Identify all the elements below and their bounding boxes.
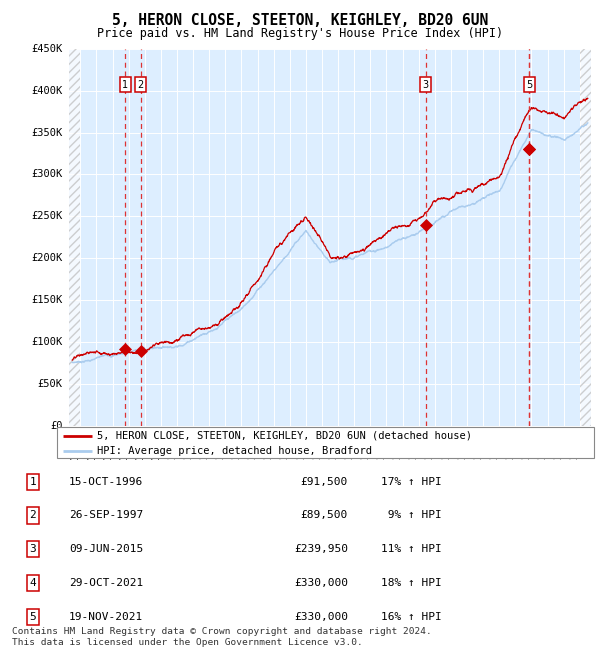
Text: 11% ↑ HPI: 11% ↑ HPI [381, 544, 442, 554]
Text: 1995: 1995 [86, 436, 97, 459]
Text: 2013: 2013 [376, 436, 386, 459]
FancyBboxPatch shape [57, 427, 594, 458]
Text: 5, HERON CLOSE, STEETON, KEIGHLEY, BD20 6UN (detached house): 5, HERON CLOSE, STEETON, KEIGHLEY, BD20 … [97, 431, 472, 441]
Text: 2025: 2025 [570, 436, 580, 459]
Text: 2004: 2004 [232, 436, 241, 459]
Text: 1997: 1997 [119, 436, 128, 459]
Text: 2007: 2007 [280, 436, 290, 459]
Text: £50K: £50K [38, 379, 63, 389]
Text: £330,000: £330,000 [294, 612, 348, 622]
Text: £91,500: £91,500 [301, 476, 348, 487]
Text: 29-OCT-2021: 29-OCT-2021 [69, 578, 143, 588]
Text: 17% ↑ HPI: 17% ↑ HPI [381, 476, 442, 487]
Text: 18% ↑ HPI: 18% ↑ HPI [381, 578, 442, 588]
Text: 19-NOV-2021: 19-NOV-2021 [69, 612, 143, 622]
Text: 2011: 2011 [344, 436, 354, 459]
Text: 2008: 2008 [296, 436, 306, 459]
Text: 2000: 2000 [167, 436, 177, 459]
Text: 5, HERON CLOSE, STEETON, KEIGHLEY, BD20 6UN: 5, HERON CLOSE, STEETON, KEIGHLEY, BD20 … [112, 13, 488, 28]
Text: Price paid vs. HM Land Registry's House Price Index (HPI): Price paid vs. HM Land Registry's House … [97, 27, 503, 40]
Text: 2: 2 [137, 79, 143, 90]
Text: £0: £0 [50, 421, 63, 431]
Text: 2006: 2006 [263, 436, 274, 459]
Text: 3: 3 [29, 544, 37, 554]
Text: 2002: 2002 [199, 436, 209, 459]
Text: £150K: £150K [31, 295, 63, 305]
Text: 2017: 2017 [441, 436, 451, 459]
Text: £450K: £450K [31, 44, 63, 54]
Text: £239,950: £239,950 [294, 544, 348, 554]
Text: 2003: 2003 [215, 436, 225, 459]
Text: 2018: 2018 [457, 436, 467, 459]
Text: 5: 5 [29, 612, 37, 622]
Text: 9% ↑ HPI: 9% ↑ HPI [381, 510, 442, 521]
Text: 16% ↑ HPI: 16% ↑ HPI [381, 612, 442, 622]
Text: 2016: 2016 [425, 436, 435, 459]
Text: Contains HM Land Registry data © Crown copyright and database right 2024.: Contains HM Land Registry data © Crown c… [12, 627, 432, 636]
Text: 26-SEP-1997: 26-SEP-1997 [69, 510, 143, 521]
Bar [69, 49, 80, 426]
Text: £350K: £350K [31, 127, 63, 138]
Text: 4: 4 [29, 578, 37, 588]
Text: 3: 3 [422, 79, 429, 90]
Text: 1: 1 [29, 476, 37, 487]
Text: 2023: 2023 [538, 436, 548, 459]
Text: This data is licensed under the Open Government Licence v3.0.: This data is licensed under the Open Gov… [12, 638, 363, 647]
Bar [580, 49, 591, 426]
Text: 15-OCT-1996: 15-OCT-1996 [69, 476, 143, 487]
Text: 2021: 2021 [505, 436, 515, 459]
Text: £300K: £300K [31, 170, 63, 179]
Text: 2014: 2014 [392, 436, 403, 459]
Text: 2: 2 [29, 510, 37, 521]
Text: 2015: 2015 [409, 436, 419, 459]
Text: £89,500: £89,500 [301, 510, 348, 521]
Text: £250K: £250K [31, 211, 63, 221]
Text: £200K: £200K [31, 254, 63, 263]
Text: 2009: 2009 [312, 436, 322, 459]
Text: 2020: 2020 [489, 436, 499, 459]
Text: 2010: 2010 [328, 436, 338, 459]
Text: £330,000: £330,000 [294, 578, 348, 588]
Text: 1994: 1994 [70, 436, 80, 459]
Text: £100K: £100K [31, 337, 63, 347]
Text: 2024: 2024 [554, 436, 563, 459]
Text: £400K: £400K [31, 86, 63, 96]
Text: 2005: 2005 [248, 436, 257, 459]
Text: 2012: 2012 [360, 436, 370, 459]
Text: 09-JUN-2015: 09-JUN-2015 [69, 544, 143, 554]
Text: 1998: 1998 [135, 436, 145, 459]
Text: 2001: 2001 [183, 436, 193, 459]
Text: 1: 1 [122, 79, 128, 90]
Text: 1999: 1999 [151, 436, 161, 459]
Text: 5: 5 [526, 79, 533, 90]
Text: 1996: 1996 [103, 436, 113, 459]
Text: 2022: 2022 [521, 436, 532, 459]
Text: 2019: 2019 [473, 436, 483, 459]
Text: HPI: Average price, detached house, Bradford: HPI: Average price, detached house, Brad… [97, 447, 372, 456]
